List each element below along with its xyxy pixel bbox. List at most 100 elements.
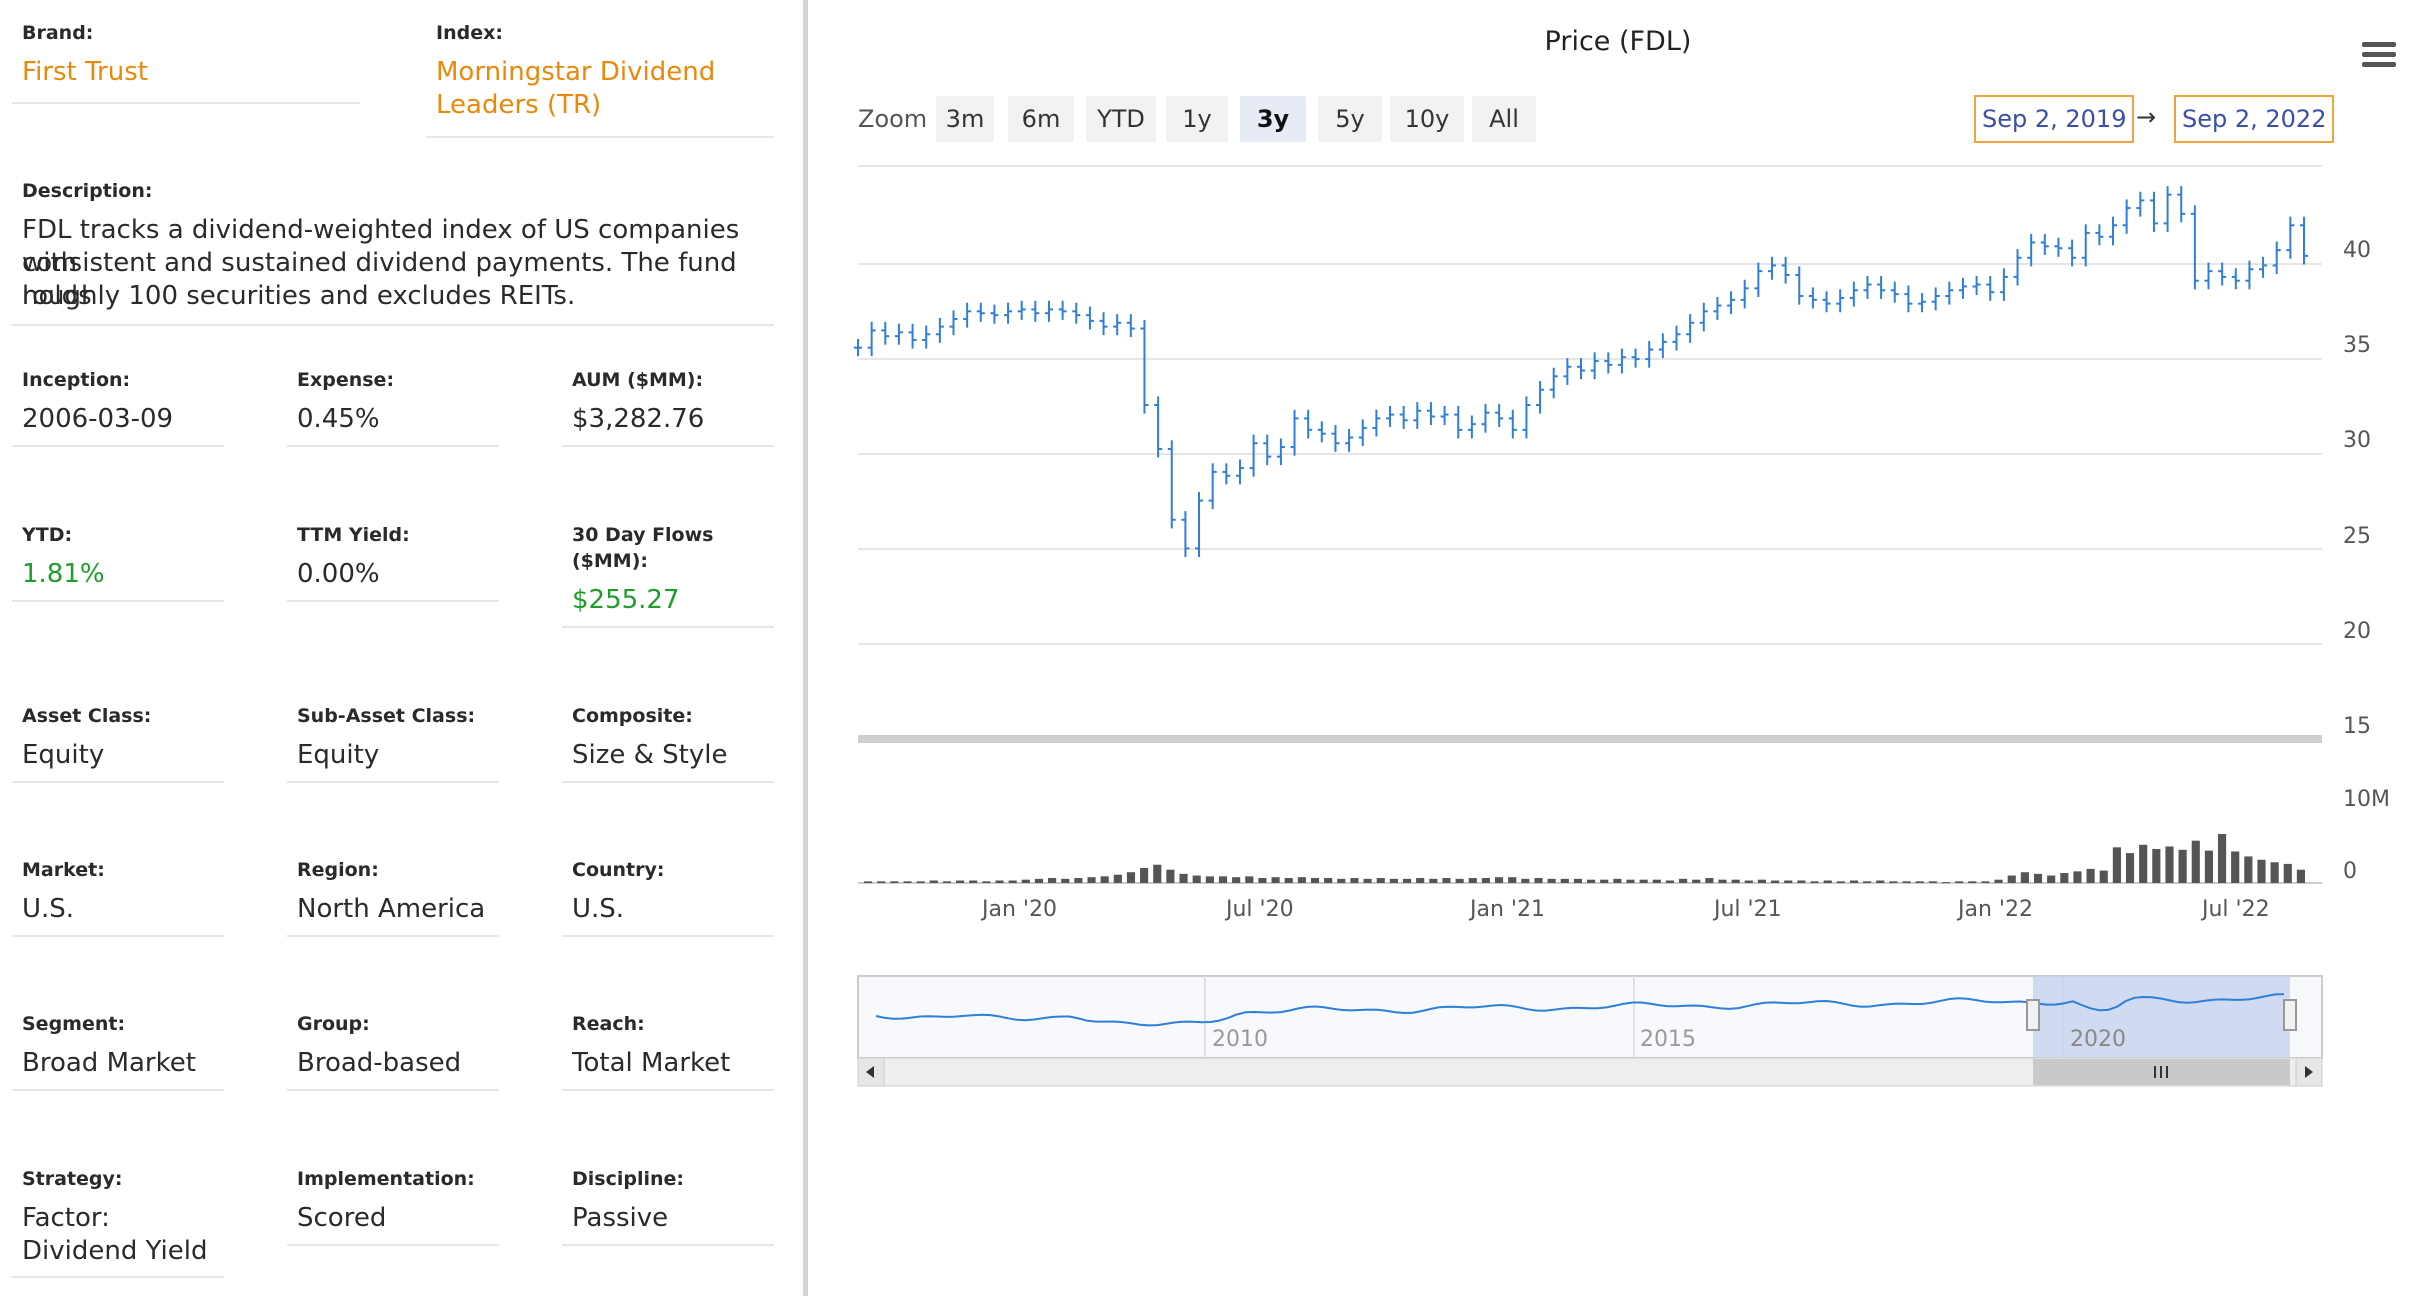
ohlc-bar: [1181, 511, 1190, 558]
navigator-scrollbar[interactable]: [857, 1057, 2323, 1087]
sub-asset-class-field: Sub-Asset Class: Equity: [287, 703, 499, 783]
volume-bar: [1941, 882, 1951, 884]
segment-field: Segment: Broad Market: [12, 1011, 224, 1091]
volume-bar: [1232, 877, 1241, 883]
panel-divider[interactable]: [803, 0, 808, 1296]
volume-bar: [1863, 881, 1872, 883]
volume-bar: [1218, 876, 1228, 883]
volume-bar: [1337, 878, 1346, 883]
volume-bar: [2257, 859, 2266, 883]
range-from-input[interactable]: Sep 2, 2019: [1974, 95, 2135, 143]
volume-bar: [1679, 878, 1688, 883]
description-line3: roughly 100 securities and excludes REIT…: [22, 281, 576, 311]
ohlc-bar: [1195, 491, 1204, 558]
volume-bar: [1626, 879, 1635, 883]
ohlc-bar: [2027, 233, 2036, 267]
aum-label: AUM ($MM):: [572, 369, 704, 391]
group-value: Broad-based: [297, 1048, 462, 1078]
volume-bar: [1113, 874, 1122, 883]
ohlc-bar: [2149, 191, 2158, 232]
ohlc-bar: [1958, 277, 1967, 299]
ohlc-bar: [1877, 275, 1886, 299]
volume-bar: [1613, 878, 1622, 883]
ohlc-bar: [1140, 319, 1149, 414]
zoom-ytd-button[interactable]: YTD: [1086, 96, 1156, 142]
sub-asset-class-label: Sub-Asset Class:: [297, 705, 476, 727]
zoom-1y-button[interactable]: 1y: [1166, 96, 1228, 142]
zoom-all-button[interactable]: All: [1472, 96, 1536, 142]
ohlc-bar: [1645, 340, 1654, 368]
chart-title: Price (FDL): [1544, 26, 1692, 57]
region-label: Region:: [297, 859, 379, 881]
zoom-6m-button[interactable]: 6m: [1008, 96, 1074, 142]
ohlc-bar: [2259, 256, 2268, 278]
x-axis-tick: Jul '20: [1226, 897, 1294, 922]
ohlc-bar: [2218, 262, 2227, 286]
zoom-10y-button[interactable]: 10y: [1390, 96, 1464, 142]
range-to-input[interactable]: Sep 2, 2022: [2174, 95, 2335, 143]
volume-bar: [1429, 878, 1438, 883]
volume-bar: [2112, 847, 2121, 883]
hamburger-menu-icon[interactable]: [2362, 40, 2396, 70]
ohlc-bar: [2300, 216, 2308, 265]
ohlc-bar: [1167, 440, 1176, 529]
volume-bar: [1876, 880, 1885, 883]
price-axis-tick: 40: [2343, 238, 2371, 263]
ohlc-bar: [1454, 405, 1463, 439]
market-label: Market:: [22, 859, 105, 881]
volume-bar: [2231, 851, 2240, 883]
segment-value: Broad Market: [22, 1048, 196, 1078]
volume-bar: [1310, 878, 1320, 883]
volume-bar: [2047, 875, 2056, 883]
price-chart[interactable]: 2010 2015 2020: [808, 0, 2428, 1296]
brand-value[interactable]: First Trust: [22, 57, 148, 87]
navigator-tick: 2020: [2070, 1027, 2126, 1052]
inception-field: Inception: 2006-03-09: [12, 367, 224, 447]
ohlc-bar: [1481, 404, 1490, 433]
volume-bar: [1665, 880, 1675, 883]
ohlc-bar: [1522, 396, 1531, 439]
volume-bar: [2204, 850, 2213, 883]
zoom-5y-button[interactable]: 5y: [1318, 96, 1382, 142]
ttm-yield-label: TTM Yield:: [297, 524, 410, 546]
ohlc-bar: [2190, 205, 2199, 290]
ohlc-bar: [1563, 358, 1572, 385]
volume-bar: [956, 880, 965, 883]
volume-bar: [1639, 879, 1648, 883]
ohlc-bar: [1590, 352, 1599, 380]
reach-field: Reach: Total Market: [562, 1011, 774, 1091]
navigator-left-handle[interactable]: [2026, 999, 2040, 1031]
zoom-3y-button[interactable]: 3y: [1240, 96, 1306, 142]
volume-bar: [1481, 878, 1490, 883]
volume-bar: [2244, 856, 2253, 883]
volume-bar: [1205, 876, 1214, 883]
volume-bar: [1100, 876, 1109, 883]
volume-bar: [1836, 881, 1845, 883]
asset-class-field: Asset Class: Equity: [12, 703, 224, 783]
index-value-line2[interactable]: Leaders (TR): [436, 90, 602, 120]
index-value-line1[interactable]: Morningstar Dividend: [436, 57, 716, 87]
navigator-selection[interactable]: [2033, 976, 2290, 1058]
volume-bar: [1652, 879, 1661, 883]
ohlc-bar: [1413, 402, 1422, 429]
volume-bar: [2060, 873, 2069, 883]
volume-bar: [1968, 881, 1977, 883]
price-axis-tick: 20: [2343, 619, 2371, 644]
country-value: U.S.: [572, 894, 625, 924]
ohlc-bar: [1249, 434, 1258, 477]
brand-field: Brand: First Trust: [12, 20, 360, 104]
ohlc-bar: [2204, 262, 2213, 290]
navigator-right-handle[interactable]: [2283, 999, 2297, 1031]
ohlc-bar: [1099, 312, 1108, 336]
volume-bar: [969, 880, 978, 883]
x-axis-tick: Jul '21: [1714, 897, 1782, 922]
ohlc-bar: [1822, 291, 1831, 313]
ohlc-bar: [2177, 186, 2186, 223]
volume-bar: [1061, 878, 1070, 883]
flows-label-line1: 30 Day Flows: [572, 524, 714, 546]
ohlc-bar: [1345, 428, 1354, 452]
zoom-3m-button[interactable]: 3m: [936, 96, 994, 142]
ohlc-bar: [2136, 191, 2145, 217]
volume-bar: [1402, 878, 1412, 883]
ohlc-bar: [1058, 300, 1067, 320]
